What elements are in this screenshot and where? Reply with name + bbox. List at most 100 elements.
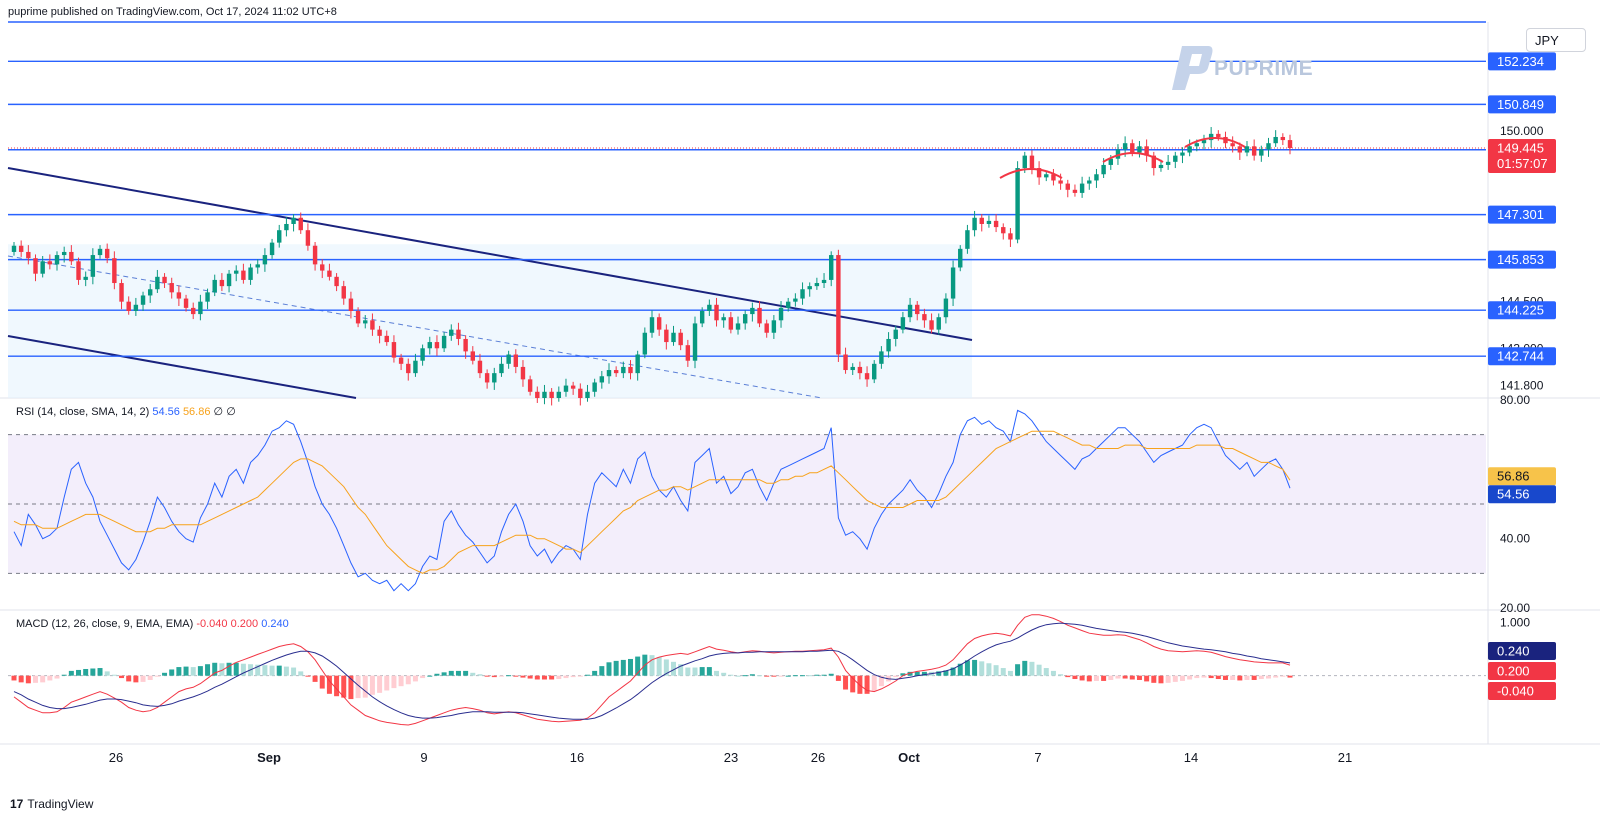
candle-body [800, 289, 805, 299]
candle-body [965, 230, 970, 249]
candle-body [1230, 143, 1235, 147]
macd-histogram-bar [205, 664, 211, 676]
macd-histogram-bar [1007, 670, 1013, 676]
macd-histogram-bar [463, 670, 469, 676]
macd-histogram-bar [369, 675, 375, 695]
candle-body [1287, 140, 1293, 149]
macd-histogram-bar [692, 667, 698, 676]
candle-body [542, 391, 547, 398]
macd-histogram-bar [427, 675, 433, 677]
candle-body [162, 276, 167, 284]
macd-histogram-bar [176, 667, 182, 676]
candle-body [18, 245, 24, 252]
macd-histogram-bar [140, 675, 146, 682]
macd-histogram-bar [154, 675, 160, 677]
macd-histogram-bar [83, 668, 89, 676]
candle-body [226, 273, 232, 287]
tradingview-logo[interactable]: 17 TradingView [10, 797, 93, 811]
candle-body [585, 391, 590, 398]
macd-histogram-bar [979, 661, 985, 676]
candle-body [728, 317, 734, 330]
macd-histogram-bar [1101, 675, 1107, 681]
publish-header: puprime published on TradingView.com, Oc… [8, 6, 337, 18]
candle-body [1273, 136, 1278, 144]
macd-histogram-bar [706, 667, 712, 676]
candle-body [391, 342, 397, 358]
candle-body [1251, 146, 1257, 156]
candle-body [441, 335, 447, 349]
rsi-value-badge [1488, 467, 1556, 486]
macd-histogram-bar [455, 670, 461, 676]
macd-value-badge-label: 0.200 [1497, 664, 1530, 679]
candle-body [183, 298, 189, 308]
macd-histogram-bar [570, 675, 576, 678]
time-axis-label: 9 [420, 750, 427, 765]
macd-histogram-bar [1179, 675, 1185, 681]
macd-histogram-bar [240, 663, 246, 676]
macd-legend[interactable]: MACD (12, 26, close, 9, EMA, EMA) -0.040… [16, 618, 289, 630]
macd-histogram-bar [169, 669, 175, 676]
macd-histogram-bar [728, 674, 734, 676]
candle-body [1237, 146, 1243, 153]
candle-body [355, 310, 361, 324]
candle-body [262, 255, 268, 265]
candle-body [578, 388, 583, 398]
macd-histogram-bar [1251, 675, 1257, 680]
candle-body [807, 286, 812, 290]
macd-histogram-bar [298, 671, 304, 676]
candle-body [413, 360, 418, 374]
candle-body [248, 267, 253, 280]
candle-body [750, 307, 755, 315]
macd-histogram-bar [305, 675, 311, 677]
macd-line-legend-value: 0.240 [261, 618, 289, 630]
macd-histogram-bar [68, 670, 74, 676]
macd-histogram-bar [61, 674, 67, 676]
macd-histogram-bar [835, 675, 841, 681]
macd-histogram-bar [25, 675, 31, 684]
macd-histogram-bar [864, 675, 870, 694]
macd-histogram-bar [183, 666, 189, 676]
rsi-legend[interactable]: RSI (14, close, SMA, 14, 2) 54.56 56.86 … [16, 405, 236, 418]
currency-button[interactable]: JPY [1526, 28, 1586, 52]
macd-histogram-bar [1129, 675, 1135, 680]
candle-body [420, 348, 425, 361]
macd-histogram-bar [513, 675, 519, 677]
candle-body [90, 255, 96, 277]
rsi-axis-label: 20.00 [1500, 601, 1530, 615]
candle-body [492, 373, 497, 383]
macd-histogram-bar [778, 675, 784, 677]
macd-histogram-bar [1258, 675, 1264, 680]
candle-body [241, 270, 246, 280]
macd-histogram-bar [986, 663, 992, 676]
time-axis-label: 14 [1184, 750, 1198, 765]
candle-body [592, 382, 597, 392]
macd-histogram-bar [749, 674, 755, 676]
macd-histogram-bar [133, 675, 139, 683]
candle-body [234, 270, 239, 274]
price-tick-label: 141.800 [1500, 379, 1544, 393]
macd-histogram-bar [757, 675, 763, 677]
price-tick-label: 150.000 [1500, 124, 1544, 138]
macd-histogram-bar [18, 675, 24, 683]
candle-body [1173, 155, 1178, 162]
macd-histogram-bar [384, 675, 390, 691]
candle-body [986, 220, 992, 224]
macd-histogram-bar [792, 675, 798, 677]
macd-histogram-bar [1244, 675, 1250, 680]
macd-histogram-bar [1136, 675, 1142, 680]
price-level-badge-label: 144.225 [1497, 303, 1544, 318]
candle-body [714, 304, 719, 321]
channel-lower-line [7, 335, 357, 399]
macd-histogram-bar [613, 660, 619, 676]
macd-histogram-bar [97, 668, 103, 676]
macd-histogram-bar [663, 659, 669, 676]
macd-histogram-bar [126, 675, 132, 682]
candle-body [140, 295, 146, 305]
candle-body [456, 329, 461, 339]
top-arc-marker [1102, 152, 1164, 163]
candle-body [406, 363, 411, 374]
macd-histogram-bar [355, 675, 361, 699]
macd-histogram-bar [1208, 675, 1214, 679]
candle-body [785, 301, 791, 308]
